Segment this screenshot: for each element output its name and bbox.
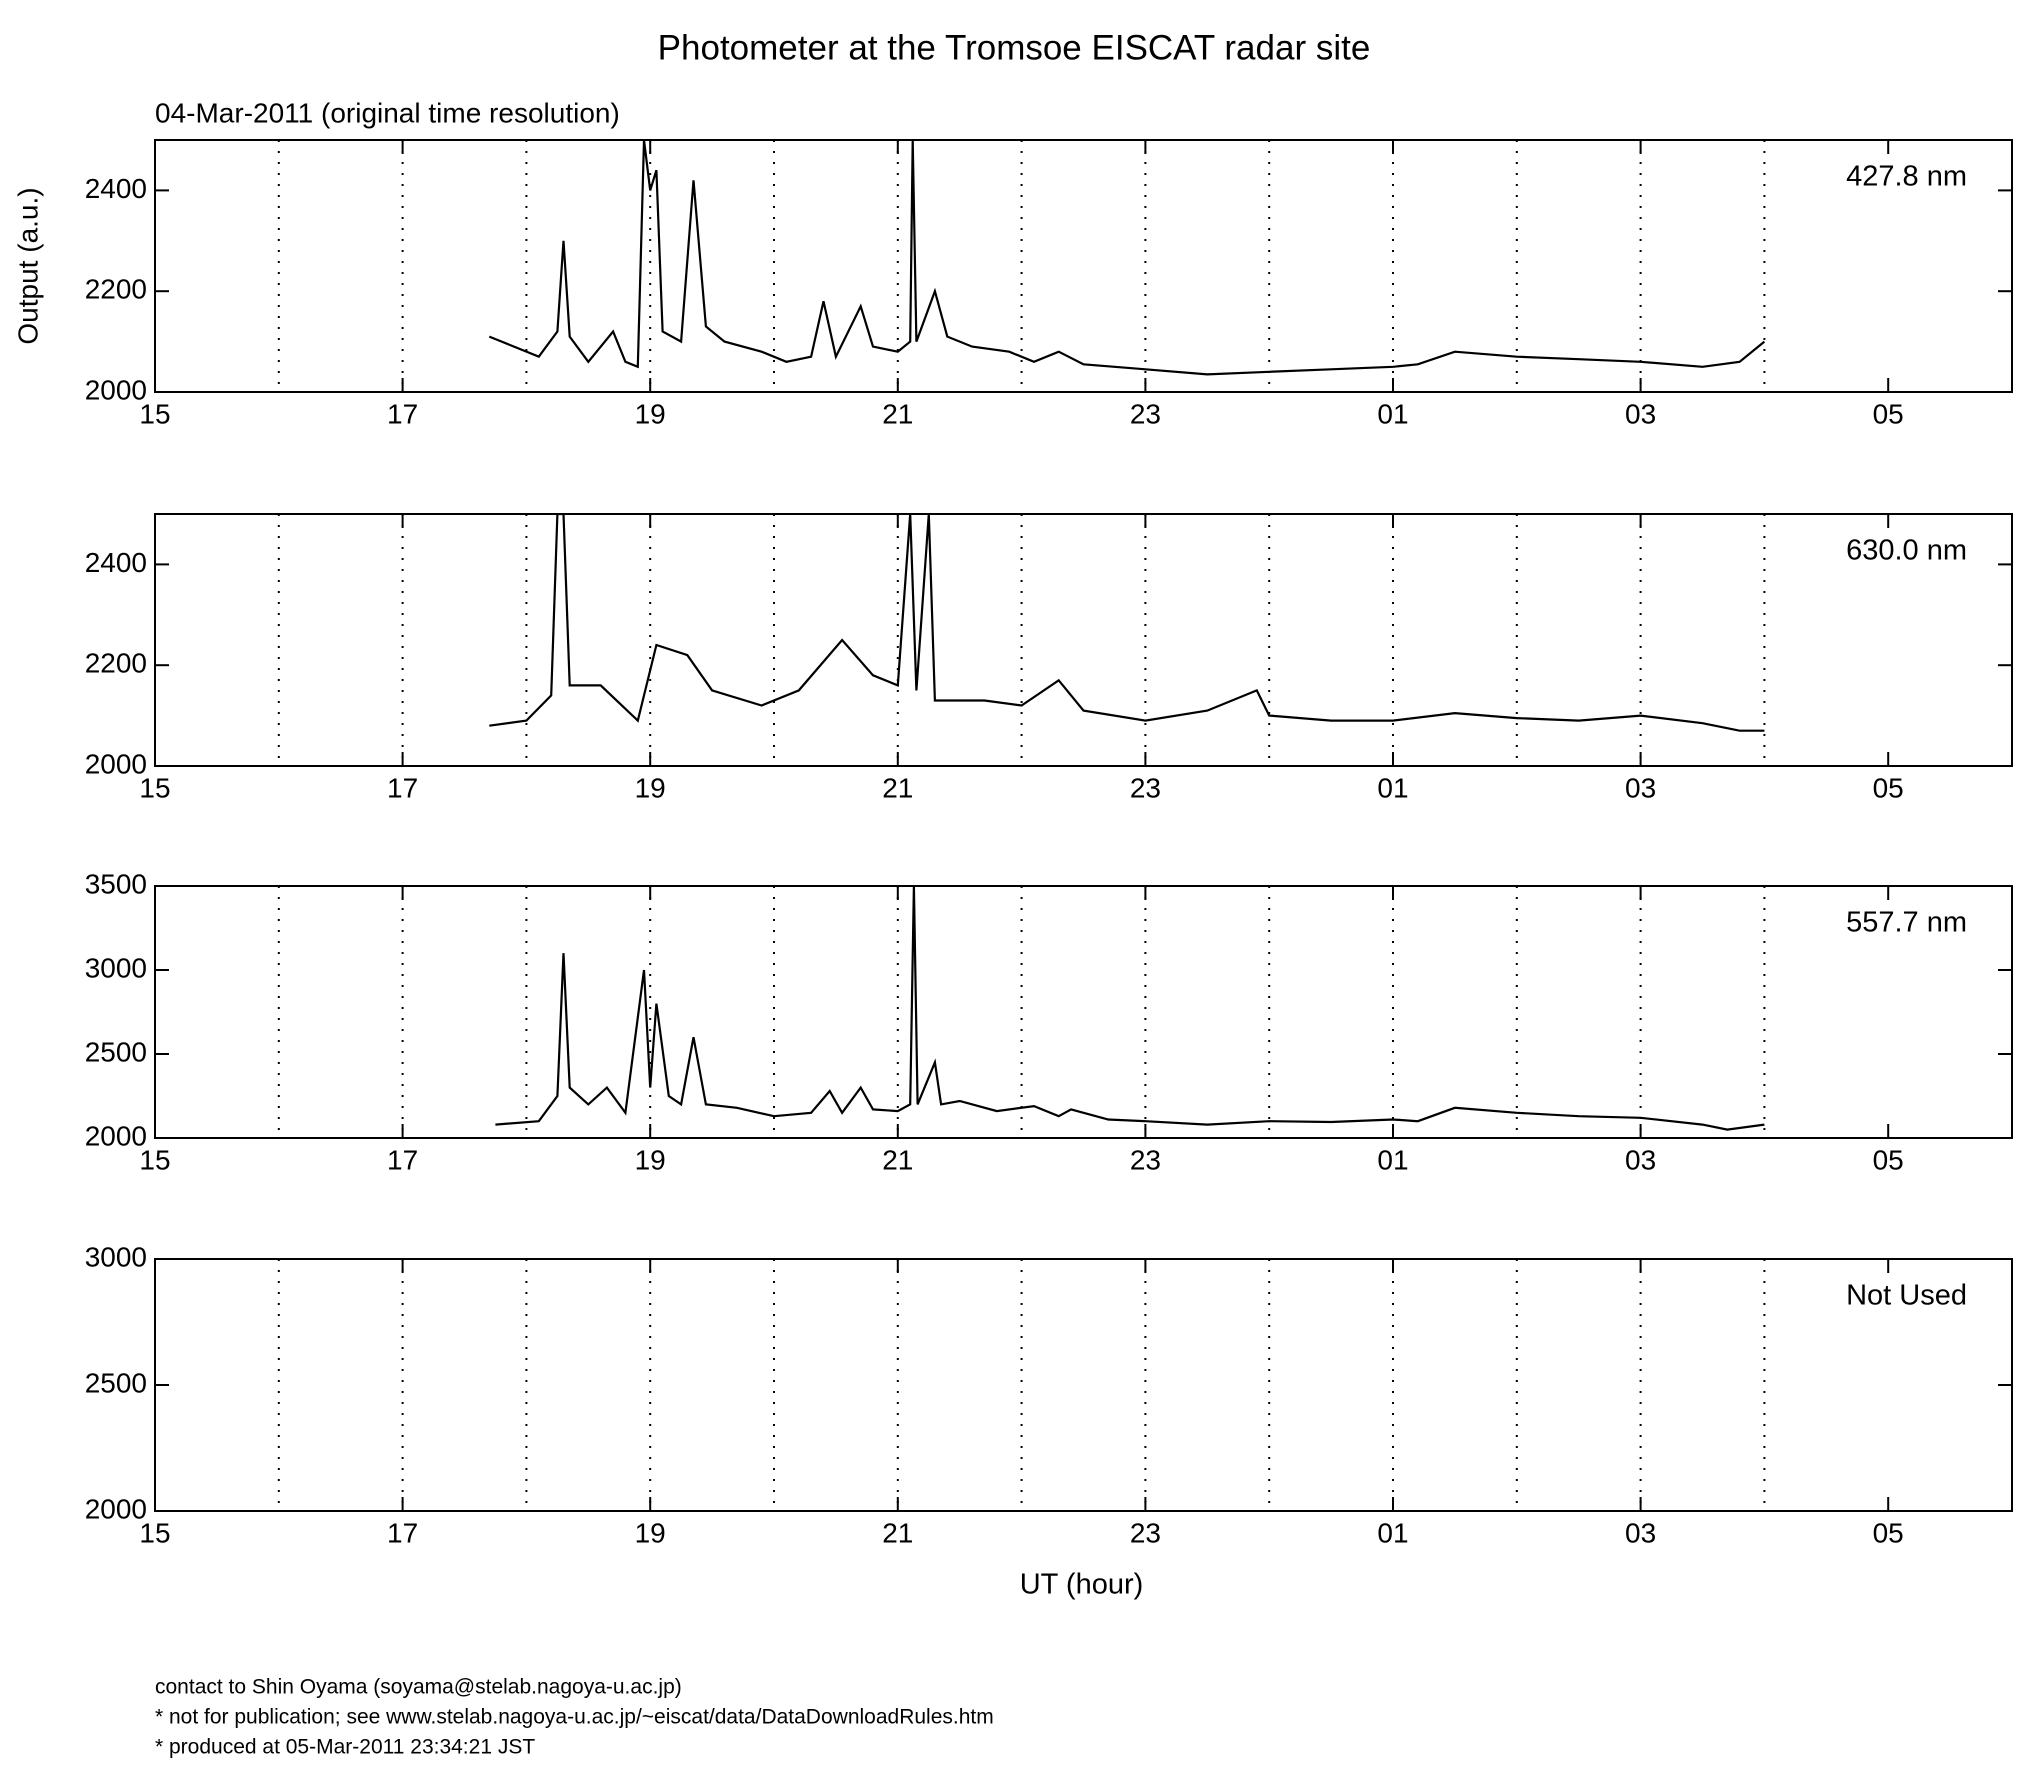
figure-title: Photometer at the Tromsoe EISCAT radar s… [658, 28, 1371, 67]
x-tick-label: 01 [1377, 772, 1408, 803]
x-tick-label: 17 [387, 1144, 418, 1175]
plot-frame [154, 1258, 2013, 1512]
x-tick-label: 21 [882, 1517, 913, 1548]
panel-label: Not Used [1846, 1280, 1967, 1312]
x-tick-label: 15 [139, 1517, 170, 1548]
x-tick-label: 19 [635, 1517, 666, 1548]
y-tick-label: 3000 [85, 1241, 147, 1272]
x-tick-label: 15 [139, 398, 170, 429]
y-tick-label: 2000 [85, 748, 147, 779]
y-tick-label: 2500 [85, 1036, 147, 1067]
plot-frame [154, 139, 2013, 393]
y-tick-label: 2000 [85, 1493, 147, 1524]
x-tick-label: 19 [635, 1144, 666, 1175]
panel-label: 427.8 nm [1846, 161, 1967, 193]
y-tick-label: 2500 [85, 1367, 147, 1398]
x-tick-label: 23 [1130, 772, 1161, 803]
x-tick-label: 05 [1873, 398, 1904, 429]
x-tick-label: 03 [1625, 1517, 1656, 1548]
x-tick-label: 17 [387, 398, 418, 429]
y-tick-label: 2000 [85, 374, 147, 405]
x-tick-label: 05 [1873, 1517, 1904, 1548]
x-tick-label: 17 [387, 1517, 418, 1548]
panel-label: 557.7 nm [1846, 907, 1967, 939]
y-tick-label: 2000 [85, 1120, 147, 1151]
x-tick-label: 21 [882, 398, 913, 429]
y-axis-label: Output (a.u.) [12, 187, 43, 344]
data-line [489, 514, 1765, 732]
x-tick-label: 19 [635, 772, 666, 803]
y-tick-label: 2200 [85, 648, 147, 679]
y-tick-label: 3500 [85, 868, 147, 899]
x-tick-label: 01 [1377, 1517, 1408, 1548]
plot-frame [154, 885, 2013, 1139]
footer-line: * not for publication; see www.stelab.na… [155, 1706, 994, 1729]
x-tick-label: 17 [387, 772, 418, 803]
data-line [488, 140, 1766, 376]
panel-label: 630.0 nm [1846, 535, 1967, 567]
x-tick-label: 19 [635, 398, 666, 429]
x-tick-label: 23 [1130, 398, 1161, 429]
x-tick-label: 21 [882, 1144, 913, 1175]
x-tick-label: 15 [139, 1144, 170, 1175]
x-axis-label: UT (hour) [1020, 1569, 1144, 1601]
x-tick-label: 03 [1625, 398, 1656, 429]
footer-line: contact to Shin Oyama (soyama@stelab.nag… [155, 1676, 682, 1699]
data-line [495, 886, 1765, 1131]
subtitle: 04-Mar-2011 (original time resolution) [155, 97, 620, 128]
x-tick-label: 05 [1873, 772, 1904, 803]
y-tick-label: 2400 [85, 547, 147, 578]
y-tick-label: 2200 [85, 274, 147, 305]
x-tick-label: 05 [1873, 1144, 1904, 1175]
y-tick-label: 2400 [85, 173, 147, 204]
footer-line: * produced at 05-Mar-2011 23:34:21 JST [155, 1736, 535, 1759]
x-tick-label: 01 [1377, 1144, 1408, 1175]
x-tick-label: 21 [882, 772, 913, 803]
x-tick-label: 23 [1130, 1517, 1161, 1548]
x-tick-label: 03 [1625, 1144, 1656, 1175]
y-tick-label: 3000 [85, 952, 147, 983]
x-tick-label: 03 [1625, 772, 1656, 803]
plot-frame [154, 513, 2013, 767]
x-tick-label: 01 [1377, 398, 1408, 429]
x-tick-label: 23 [1130, 1144, 1161, 1175]
x-tick-label: 15 [139, 772, 170, 803]
